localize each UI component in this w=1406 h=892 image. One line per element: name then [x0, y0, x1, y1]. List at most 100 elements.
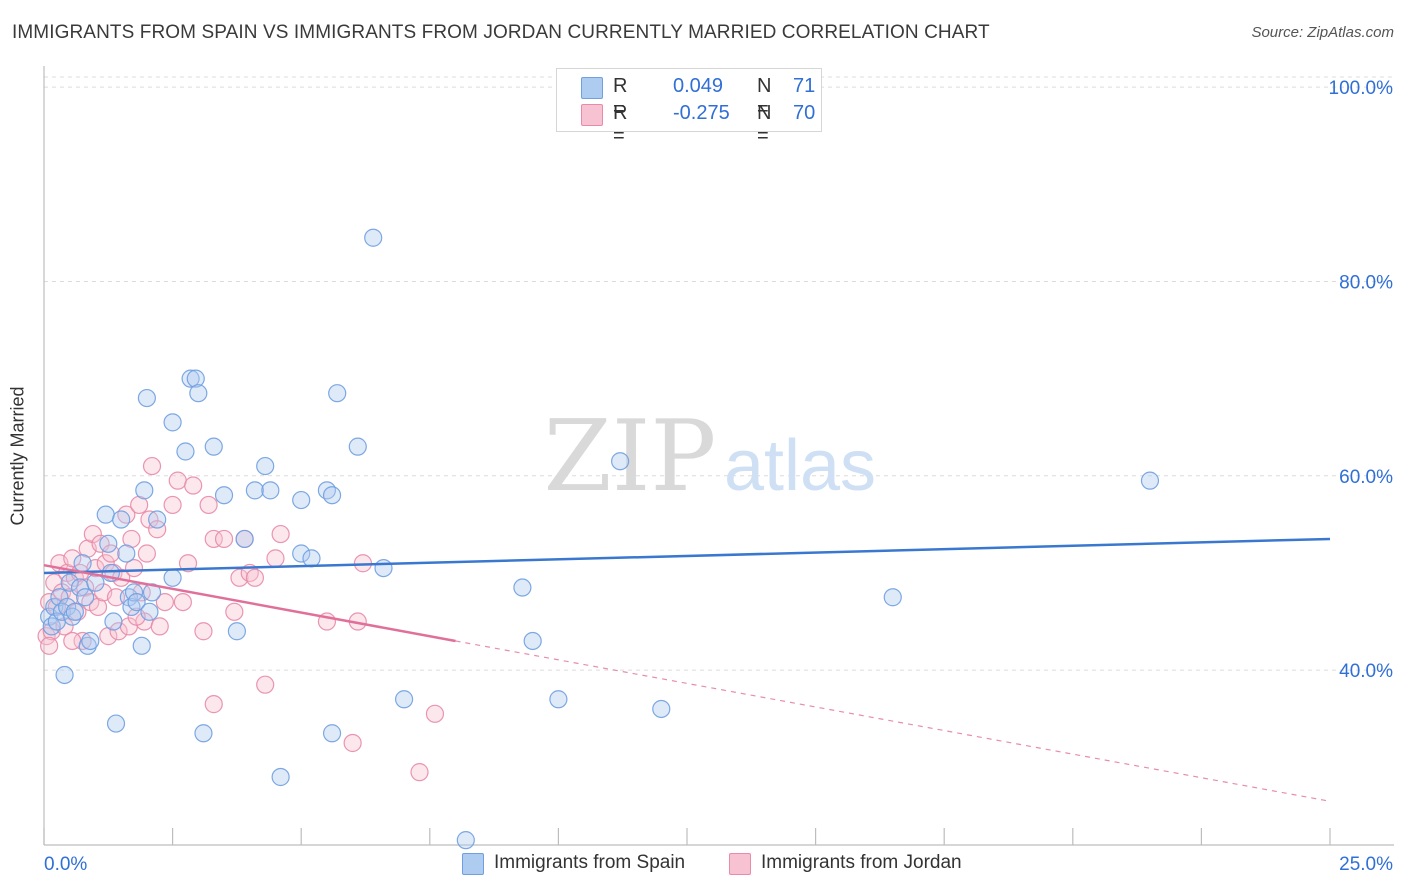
jordan-swatch	[581, 104, 603, 126]
watermark-atlas: atlas	[724, 426, 876, 506]
spain-point	[181, 369, 200, 388]
jordan-point	[266, 549, 285, 568]
watermark: ZIP atlas	[544, 400, 876, 514]
spain-point	[52, 602, 72, 621]
spain-point	[364, 228, 383, 247]
series-spain-points	[40, 228, 1160, 850]
spain-point	[204, 437, 223, 456]
spain-point	[194, 724, 213, 743]
jordan-point	[230, 568, 249, 587]
jordan-point	[271, 524, 290, 544]
legend-r-label: R =	[613, 102, 628, 147]
spain-point	[106, 714, 126, 733]
spain-point	[227, 622, 246, 641]
jordan-trend-line	[43, 563, 456, 643]
jordan-point	[83, 524, 102, 544]
spain-point	[322, 724, 342, 743]
spain-point	[127, 592, 146, 612]
jordan-point	[225, 602, 244, 621]
spain-swatch	[462, 853, 484, 875]
legend-r-value: 0.049	[673, 75, 724, 97]
spain-point	[271, 767, 290, 787]
spain-point	[652, 699, 671, 719]
x-tick-label: 25.0%	[1339, 854, 1393, 875]
spain-point	[1140, 471, 1160, 490]
spain-swatch	[581, 77, 603, 99]
jordan-point	[178, 554, 198, 573]
spain-point	[245, 481, 265, 500]
spain-point	[163, 568, 182, 587]
y-tick-label: 60.0%	[1339, 467, 1393, 488]
spain-point	[549, 690, 568, 709]
jordan-point	[204, 529, 223, 549]
y-tick-label: 100.0%	[1329, 78, 1394, 99]
jordan-point	[199, 495, 218, 515]
spain-point	[117, 544, 136, 563]
spain-point	[883, 588, 902, 607]
jordan-point	[140, 510, 159, 529]
legend-label-spain: Immigrants from Spain	[494, 852, 686, 873]
spain-point	[132, 636, 151, 655]
jordan-point	[194, 622, 213, 641]
jordan-point	[150, 617, 169, 636]
spain-point	[63, 607, 82, 626]
legend-n-value: 71	[793, 75, 816, 97]
trend-lines	[43, 537, 1331, 802]
spain-point	[99, 534, 118, 553]
spain-point	[302, 549, 321, 568]
spain-point	[163, 413, 182, 432]
spain-point	[317, 481, 337, 500]
legend-r-value: -0.275	[673, 102, 730, 124]
legend-label-jordan: Immigrants from Jordan	[761, 852, 962, 873]
spain-point	[76, 588, 95, 607]
spain-point	[456, 831, 475, 850]
jordan-point	[142, 456, 162, 476]
legend-n-value: 70	[793, 102, 816, 124]
jordan-point	[106, 588, 126, 607]
chart-title: IMMIGRANTS FROM SPAIN VS IMMIGRANTS FROM…	[12, 22, 990, 43]
spain-point	[55, 665, 74, 685]
spain-point	[81, 631, 100, 651]
spain-point	[78, 636, 97, 655]
spain-point	[140, 602, 159, 621]
spain-point	[189, 384, 208, 403]
spain-point	[235, 529, 254, 549]
y-axis-label: Currently Married	[7, 386, 28, 526]
jordan-point	[168, 471, 187, 490]
jordan-point	[214, 529, 234, 549]
axes	[43, 66, 1394, 846]
jordan-point	[148, 520, 167, 539]
spain-point	[523, 631, 542, 651]
spain-point	[42, 617, 61, 636]
jordan-point	[124, 558, 144, 578]
spain-point	[137, 388, 156, 408]
jordan-swatch	[729, 853, 751, 875]
spain-point	[148, 510, 167, 529]
jordan-point	[184, 476, 203, 495]
jordan-point	[63, 631, 82, 651]
spain-point	[348, 437, 367, 456]
spain-point	[176, 442, 195, 461]
spain-point	[65, 602, 84, 621]
spain-point	[135, 481, 154, 500]
spain-point	[50, 588, 69, 607]
source-label: Source: ZipAtlas.com	[1251, 24, 1394, 41]
jordan-trend-extension	[455, 640, 1331, 802]
legend-n-label: N =	[757, 102, 772, 147]
spain-point	[292, 544, 311, 563]
jordan-point	[117, 505, 136, 524]
jordan-point	[40, 636, 59, 655]
spain-point	[292, 490, 311, 510]
jordan-point	[256, 675, 275, 694]
spain-point	[96, 505, 115, 524]
spain-trend-line	[43, 537, 1331, 575]
spain-point	[328, 384, 347, 403]
jordan-point	[63, 549, 82, 568]
jordan-point	[163, 495, 182, 515]
jordan-point	[155, 592, 174, 612]
x-tick-label: 0.0%	[44, 854, 87, 875]
series-legend: Immigrants from Spain Immigrants from Jo…	[0, 852, 1406, 878]
watermark-zip: ZIP	[544, 400, 717, 514]
jordan-point	[137, 544, 156, 563]
